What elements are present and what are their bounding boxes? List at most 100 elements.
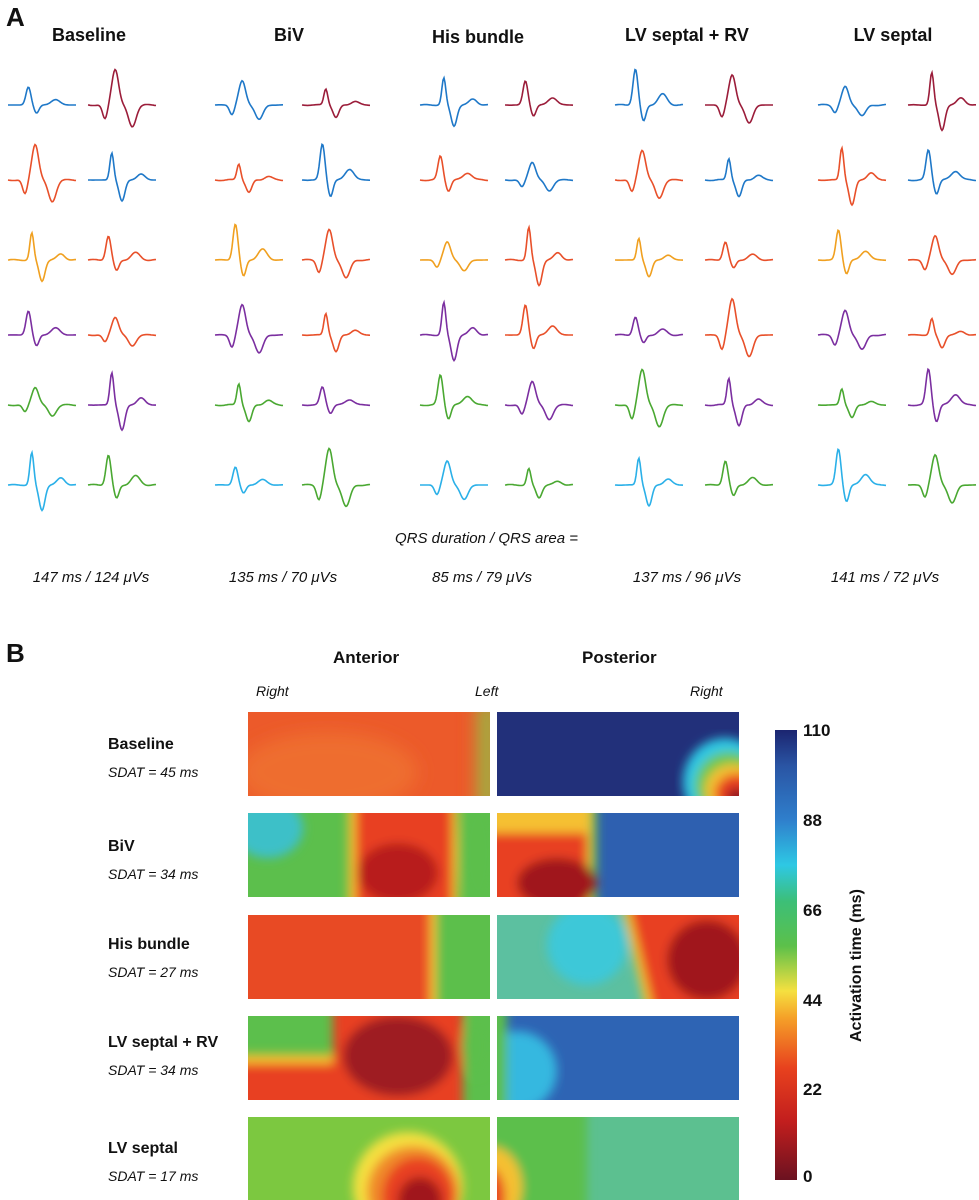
label-left: Left xyxy=(475,683,499,699)
metric-lv-septal-rv: 137 ms / 96 μVs xyxy=(632,569,742,586)
map-lv-septal-anterior xyxy=(248,1117,490,1200)
header-anterior: Anterior xyxy=(333,648,400,667)
ecg-trace xyxy=(419,299,488,362)
ecg-trace xyxy=(907,317,976,349)
ecg-trace xyxy=(214,162,284,194)
ecg-trace-group xyxy=(7,68,977,512)
colorbar-tick-44: 44 xyxy=(803,991,822,1010)
panel-a-letter: A xyxy=(6,2,25,32)
column-title-lv-septal: LV septal xyxy=(853,25,933,45)
panel-b-letter: B xyxy=(6,638,25,668)
ecg-trace xyxy=(301,385,370,415)
column-title-biv: BiV xyxy=(273,25,304,45)
ecg-trace xyxy=(87,454,157,499)
ecg-trace xyxy=(420,459,488,501)
map-lv-septal-rv-posterior xyxy=(497,1016,739,1100)
ecg-trace xyxy=(817,228,887,275)
ecg-trace xyxy=(301,311,370,353)
ecg-trace xyxy=(8,86,76,114)
ecg-traces xyxy=(7,68,977,512)
map-lv-septal-posterior xyxy=(497,1117,739,1200)
ecg-trace xyxy=(705,73,773,124)
ecg-trace xyxy=(301,87,370,119)
colorbar-title: Activation time (ms) xyxy=(848,889,865,1042)
ecg-trace xyxy=(817,447,887,503)
ecg-trace xyxy=(504,224,574,287)
ecg-trace xyxy=(704,241,774,269)
row-sdat-baseline: SDAT = 45 ms xyxy=(108,764,199,780)
ecg-trace xyxy=(615,236,683,278)
ecg-trace xyxy=(7,230,76,283)
ecg-trace xyxy=(505,304,574,350)
ecg-trace xyxy=(614,368,684,428)
ecg-trace xyxy=(7,449,77,512)
header-posterior: Posterior xyxy=(582,648,657,667)
ecg-trace xyxy=(817,387,886,419)
ecg-trace xyxy=(504,380,574,421)
ecg-trace xyxy=(8,310,76,347)
qrs-duration-area-label: QRS duration / QRS area = xyxy=(395,530,579,547)
row-sdat-biv: SDAT = 34 ms xyxy=(108,866,199,882)
ecg-trace xyxy=(907,367,977,423)
colorbar-gradient xyxy=(775,730,797,1180)
ecg-trace xyxy=(7,386,77,417)
ecg-trace xyxy=(87,316,157,347)
ecg-trace xyxy=(301,228,370,279)
ecg-trace xyxy=(505,80,574,117)
ecg-trace xyxy=(614,68,684,122)
metric-baseline: 147 ms / 124 μVs xyxy=(32,569,150,586)
ecg-trace xyxy=(420,240,488,272)
ecg-trace xyxy=(907,453,977,504)
metric-biv: 135 ms / 70 μVs xyxy=(228,569,338,586)
ecg-trace xyxy=(704,460,773,497)
ecg-trace xyxy=(214,466,283,494)
colorbar-tick-88: 88 xyxy=(803,811,822,830)
ecg-trace xyxy=(88,150,156,203)
ecg-trace xyxy=(214,223,284,277)
colorbar-tick-22: 22 xyxy=(803,1080,822,1099)
metric-his-bundle: 85 ms / 79 μVs xyxy=(432,569,532,586)
map-biv-anterior xyxy=(248,813,490,897)
column-title-lv-septal-rv: LV septal + RV xyxy=(625,25,749,45)
ecg-trace xyxy=(301,142,370,198)
ecg-trace xyxy=(614,316,684,344)
row-title-baseline: Baseline xyxy=(108,736,174,753)
row-title-lv-septal: LV septal xyxy=(108,1140,178,1157)
colorbar-tick-66: 66 xyxy=(803,901,822,920)
row-title-biv: BiV xyxy=(108,838,135,855)
label-right-posterior: Right xyxy=(690,683,723,699)
ecg-trace xyxy=(504,466,574,499)
ecg-trace xyxy=(614,455,684,508)
ecg-trace xyxy=(301,447,371,508)
colorbar-tick-110: 110 xyxy=(803,721,831,740)
ecg-trace xyxy=(504,161,574,192)
map-baseline-posterior xyxy=(497,712,739,796)
ecg-trace xyxy=(704,156,774,198)
ecg-trace xyxy=(817,145,887,207)
ecg-trace xyxy=(87,235,157,272)
row-sdat-his-bundle: SDAT = 27 ms xyxy=(108,964,199,980)
metric-lv-septal: 141 ms / 72 μVs xyxy=(830,569,940,586)
ecg-trace xyxy=(907,69,976,132)
ecg-trace xyxy=(704,376,774,427)
map-baseline-anterior xyxy=(248,712,490,796)
row-title-his-bundle: His bundle xyxy=(108,936,190,953)
map-his-bundle-anterior xyxy=(248,915,490,999)
ecg-trace xyxy=(907,234,977,276)
column-title-baseline: Baseline xyxy=(51,25,127,45)
ecg-trace xyxy=(817,85,886,117)
column-title-his-bundle: His bundle xyxy=(431,27,524,47)
ecg-trace xyxy=(419,373,489,420)
map-his-bundle-posterior xyxy=(497,915,739,999)
map-lv-septal-rv-anterior xyxy=(248,1016,490,1100)
label-right-anterior: Right xyxy=(256,683,289,699)
activation-maps xyxy=(248,712,797,1200)
ecg-trace xyxy=(214,382,284,423)
ecg-trace xyxy=(88,370,156,432)
ecg-trace xyxy=(817,309,886,351)
ecg-trace xyxy=(705,297,773,358)
ecg-trace xyxy=(907,148,976,195)
ecg-trace xyxy=(214,303,284,354)
ecg-trace xyxy=(87,68,157,128)
ecg-trace xyxy=(7,143,77,203)
